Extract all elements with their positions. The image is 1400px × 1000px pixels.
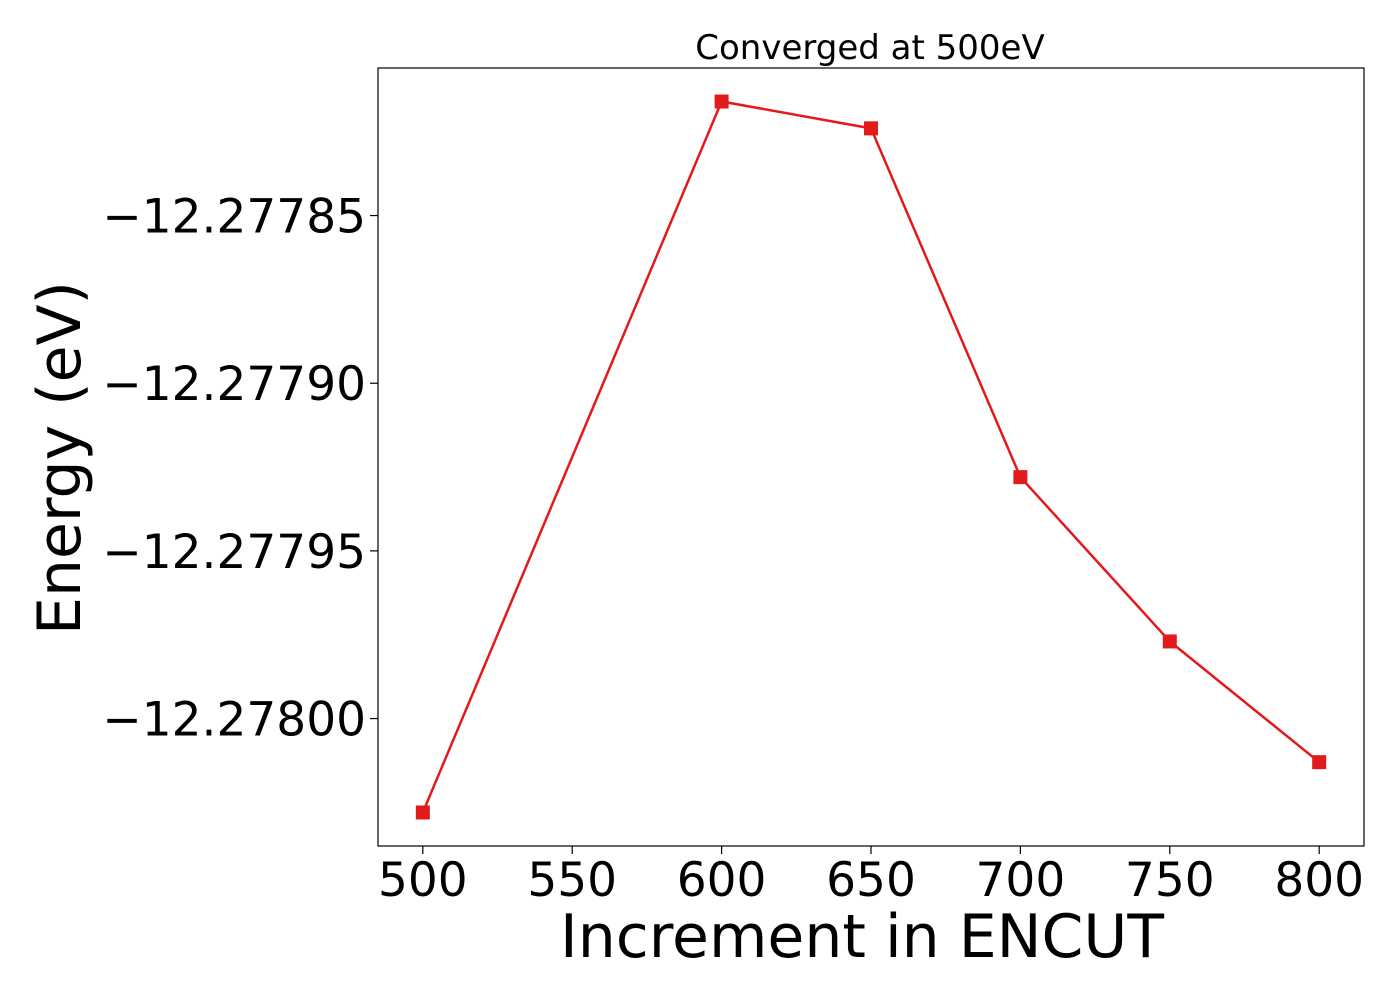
x-tick-label: 600 bbox=[677, 853, 767, 908]
data-point-marker bbox=[1312, 755, 1327, 770]
x-tick-label: 700 bbox=[976, 853, 1066, 908]
x-tick-label: 800 bbox=[1274, 853, 1364, 908]
data-point-marker bbox=[714, 94, 729, 109]
y-tick-label: −12.27795 bbox=[102, 525, 366, 580]
x-tick-label: 550 bbox=[527, 853, 617, 908]
y-tick-label: −12.27790 bbox=[102, 357, 366, 412]
y-tick-label: −12.27785 bbox=[102, 190, 366, 245]
series-layer bbox=[415, 94, 1327, 820]
y-axis-ticks: −12.27785 −12.27790 −12.27795 −12.27800 bbox=[102, 190, 378, 748]
y-axis-label: Energy (eV) bbox=[25, 281, 95, 635]
data-point-marker bbox=[415, 805, 430, 820]
plot-area-frame bbox=[377, 67, 1365, 847]
data-point-marker bbox=[1162, 634, 1177, 649]
x-tick-label: 750 bbox=[1125, 853, 1215, 908]
series-line bbox=[421, 100, 1320, 813]
x-axis-label: Increment in ENCUT bbox=[560, 902, 1164, 972]
data-point-marker bbox=[864, 121, 878, 136]
y-tick-label: −12.27800 bbox=[102, 693, 366, 748]
data-point-marker bbox=[1013, 470, 1028, 485]
x-tick-label: 500 bbox=[378, 853, 468, 908]
x-tick-label: 650 bbox=[826, 853, 916, 908]
chart-title: Converged at 500eV bbox=[695, 28, 1044, 68]
x-axis-ticks: 500 550 600 650 700 750 800 bbox=[378, 846, 1364, 908]
